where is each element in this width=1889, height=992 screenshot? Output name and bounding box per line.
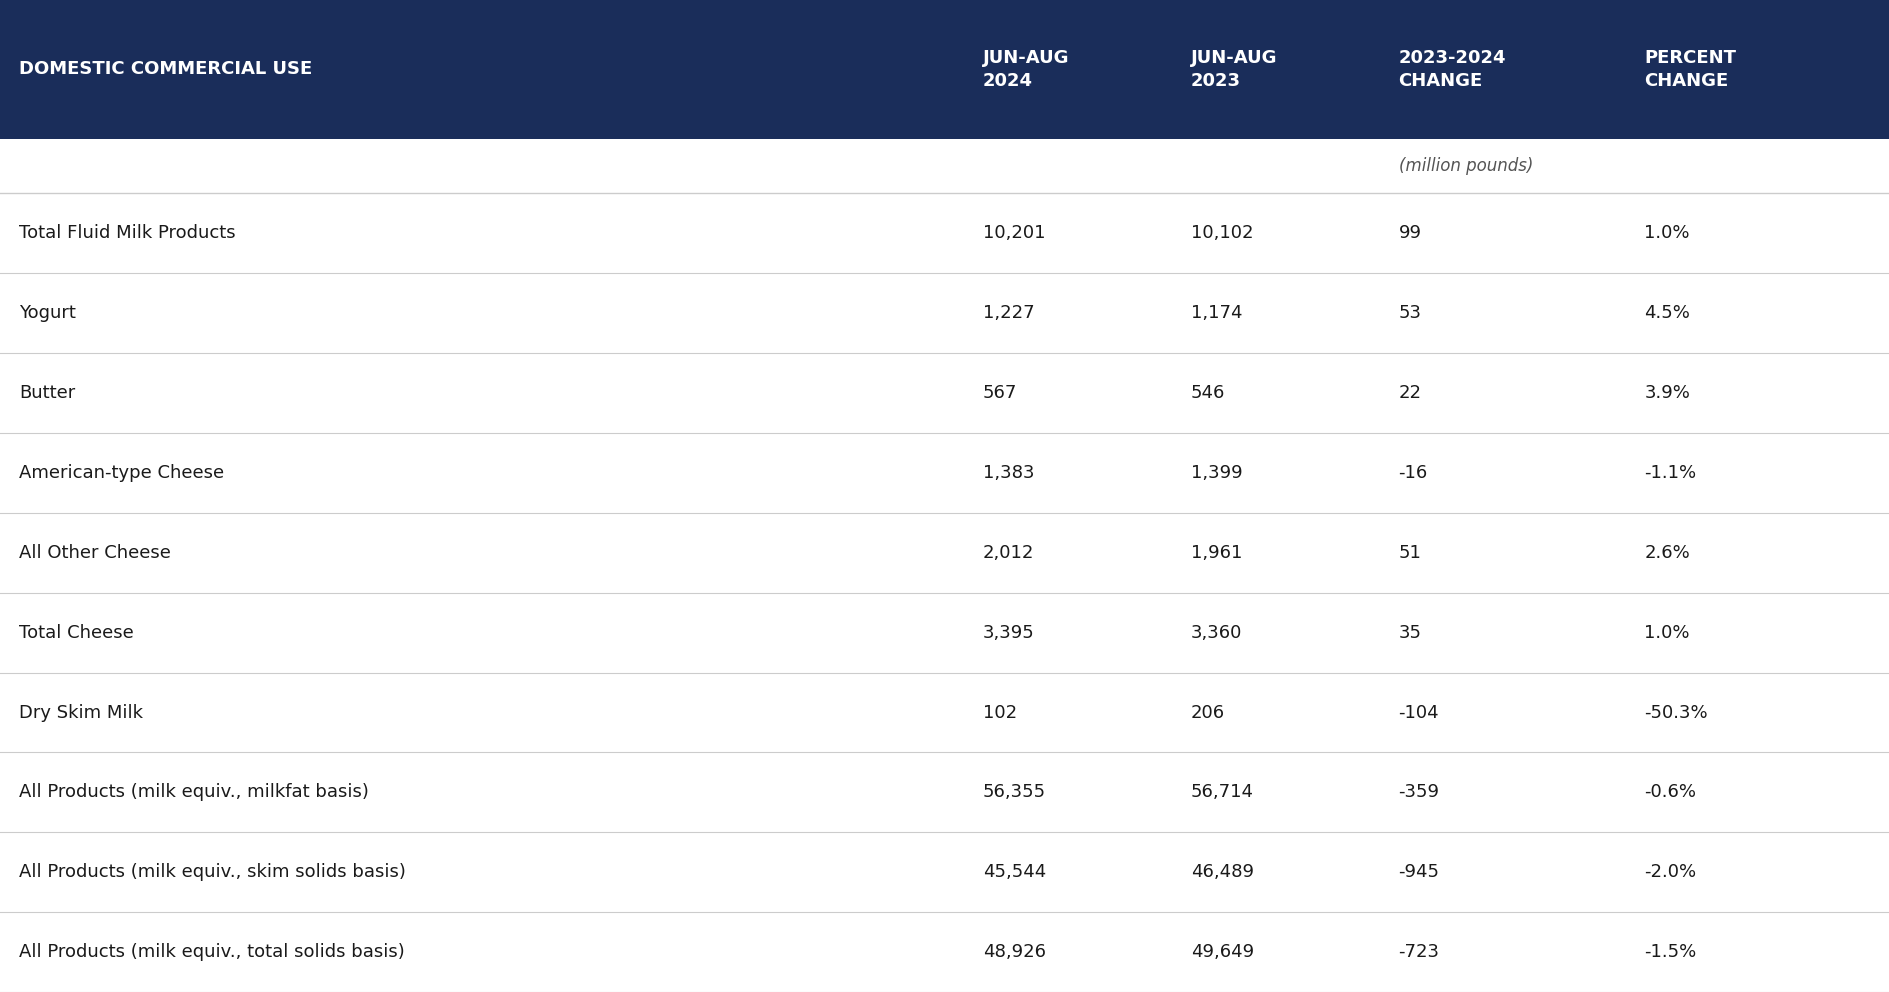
Text: 22: 22 [1398, 384, 1421, 402]
Text: 51: 51 [1398, 544, 1421, 561]
Text: 35: 35 [1398, 624, 1421, 642]
Text: -2.0%: -2.0% [1643, 863, 1696, 881]
Text: -945: -945 [1398, 863, 1439, 881]
Text: 4.5%: 4.5% [1643, 305, 1689, 322]
Text: All Products (milk equiv., skim solids basis): All Products (milk equiv., skim solids b… [19, 863, 406, 881]
Text: -359: -359 [1398, 784, 1439, 802]
Text: 206: 206 [1190, 703, 1224, 721]
Text: JUN-AUG
2023: JUN-AUG 2023 [1190, 50, 1277, 89]
Text: 567: 567 [982, 384, 1016, 402]
Text: 3.9%: 3.9% [1643, 384, 1689, 402]
Text: -723: -723 [1398, 943, 1439, 961]
Text: -104: -104 [1398, 703, 1438, 721]
Text: 1,961: 1,961 [1190, 544, 1241, 561]
Text: 2.6%: 2.6% [1643, 544, 1689, 561]
Text: 3,360: 3,360 [1190, 624, 1241, 642]
Text: 53: 53 [1398, 305, 1421, 322]
Text: -1.5%: -1.5% [1643, 943, 1696, 961]
Text: 10,102: 10,102 [1190, 224, 1252, 242]
Text: All Other Cheese: All Other Cheese [19, 544, 170, 561]
Text: 1,174: 1,174 [1190, 305, 1241, 322]
Text: 3,395: 3,395 [982, 624, 1033, 642]
Text: DOMESTIC COMMERCIAL USE: DOMESTIC COMMERCIAL USE [19, 61, 312, 78]
Text: Dry Skim Milk: Dry Skim Milk [19, 703, 144, 721]
Text: Total Fluid Milk Products: Total Fluid Milk Products [19, 224, 236, 242]
Text: -16: -16 [1398, 464, 1426, 482]
Text: 2023-2024
CHANGE: 2023-2024 CHANGE [1398, 50, 1506, 89]
Text: (million pounds): (million pounds) [1398, 157, 1532, 176]
Text: 1,399: 1,399 [1190, 464, 1241, 482]
Text: Yogurt: Yogurt [19, 305, 76, 322]
Text: 1,227: 1,227 [982, 305, 1033, 322]
Text: Butter: Butter [19, 384, 76, 402]
Text: Total Cheese: Total Cheese [19, 624, 134, 642]
Text: American-type Cheese: American-type Cheese [19, 464, 225, 482]
Text: 1,383: 1,383 [982, 464, 1033, 482]
Text: 99: 99 [1398, 224, 1421, 242]
Text: 102: 102 [982, 703, 1016, 721]
FancyBboxPatch shape [0, 0, 1889, 139]
Text: All Products (milk equiv., total solids basis): All Products (milk equiv., total solids … [19, 943, 404, 961]
Text: 1.0%: 1.0% [1643, 224, 1689, 242]
Text: 10,201: 10,201 [982, 224, 1045, 242]
Text: 56,355: 56,355 [982, 784, 1045, 802]
Text: 48,926: 48,926 [982, 943, 1045, 961]
Text: 46,489: 46,489 [1190, 863, 1252, 881]
Text: -50.3%: -50.3% [1643, 703, 1708, 721]
Text: 546: 546 [1190, 384, 1224, 402]
Text: All Products (milk equiv., milkfat basis): All Products (milk equiv., milkfat basis… [19, 784, 368, 802]
Text: 56,714: 56,714 [1190, 784, 1252, 802]
Text: -1.1%: -1.1% [1643, 464, 1696, 482]
Text: JUN-AUG
2024: JUN-AUG 2024 [982, 50, 1069, 89]
Text: PERCENT
CHANGE: PERCENT CHANGE [1643, 50, 1736, 89]
Text: 45,544: 45,544 [982, 863, 1045, 881]
Text: 1.0%: 1.0% [1643, 624, 1689, 642]
Text: 2,012: 2,012 [982, 544, 1033, 561]
Text: 49,649: 49,649 [1190, 943, 1252, 961]
Text: -0.6%: -0.6% [1643, 784, 1696, 802]
